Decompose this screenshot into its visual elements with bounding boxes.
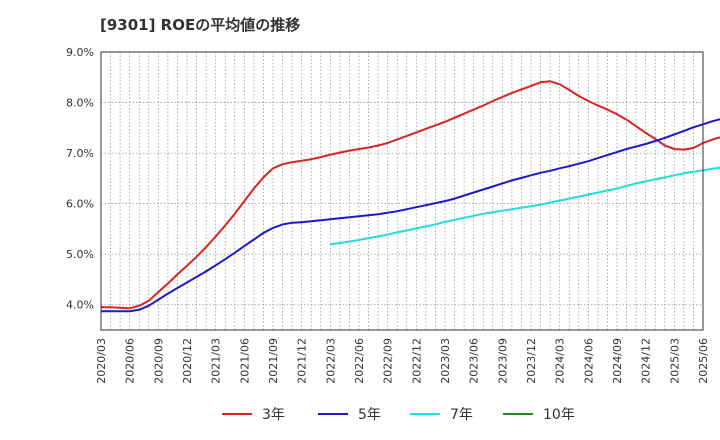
grid-layer: [101, 51, 703, 330]
x-tick-label: 2020/09: [152, 338, 165, 384]
x-tick-label: 2024/12: [640, 338, 653, 384]
x-tick-label: 2022/09: [382, 338, 395, 384]
legend: 3年 5年 7年 10年: [222, 407, 575, 423]
legend-label-10年: 10年: [543, 407, 575, 423]
x-tick-label: 2021/06: [238, 338, 251, 384]
series-line-7年: [330, 166, 720, 246]
x-tick-label: 2024/09: [611, 338, 624, 384]
x-tick-label: 2024/03: [554, 338, 567, 384]
y-axis-tick-labels: 4.0% 5.0% 6.0% 7.0% 8.0% 9.0%: [66, 46, 94, 312]
x-axis-tick-labels: 2020/03 2020/06 2020/09 2020/12 2021/03 2021/…: [95, 338, 710, 384]
x-tick-label: 2020/12: [181, 338, 194, 384]
x-tick-label: 2024/06: [582, 338, 595, 384]
x-tick-label: 2020/03: [95, 338, 108, 384]
x-tick-label: 2023/12: [525, 338, 538, 384]
x-tick-label: 2023/03: [439, 338, 452, 384]
x-tick-label: 2021/03: [210, 338, 223, 384]
x-tick-label: 2022/03: [324, 338, 337, 384]
x-tick-label: 2023/06: [468, 338, 481, 384]
x-tick-label: 2022/06: [353, 338, 366, 384]
chart-title: [9301] ROEの平均値の推移: [100, 16, 300, 34]
y-tick-label: 5.0%: [66, 248, 94, 261]
x-tick-label: 2023/09: [496, 338, 509, 384]
y-tick-label: 8.0%: [66, 97, 94, 110]
x-tick-label: 2025/06: [697, 338, 710, 384]
x-tick-label: 2021/09: [267, 338, 280, 384]
legend-label-3年: 3年: [262, 407, 285, 423]
x-tick-label: 2022/12: [410, 338, 423, 384]
legend-label-7年: 7年: [450, 407, 473, 423]
plot-area-border: [100, 51, 704, 331]
series-line-5年: [101, 118, 720, 313]
y-tick-label: 9.0%: [66, 46, 94, 59]
series-line-3年: [101, 80, 720, 310]
x-tick-label: 2020/06: [124, 338, 137, 384]
legend-label-5年: 5年: [358, 407, 381, 423]
y-tick-label: 4.0%: [66, 299, 94, 312]
x-tick-label: 2025/03: [668, 338, 681, 384]
series-lines: [101, 80, 720, 313]
y-tick-label: 6.0%: [66, 198, 94, 211]
x-tick-label: 2021/12: [296, 338, 309, 384]
y-tick-label: 7.0%: [66, 147, 94, 160]
